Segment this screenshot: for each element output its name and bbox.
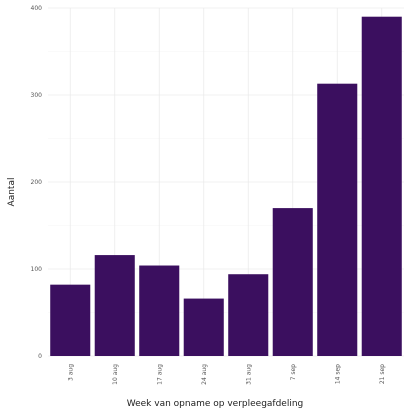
- x-tick-label: 31 aug: [245, 364, 252, 385]
- y-tick-label: 0: [38, 353, 42, 360]
- y-tick-label: 400: [31, 5, 43, 12]
- bar: [139, 265, 180, 356]
- x-axis-title: Week van opname op verpleegafdeling: [127, 399, 304, 409]
- x-tick-label: 17 aug: [156, 364, 163, 385]
- bar: [183, 298, 224, 356]
- y-tick-label: 100: [31, 266, 43, 273]
- x-tick-label: 14 sep: [334, 364, 341, 384]
- x-tick-labels: 3 aug 10 aug 17 aug 24 aug 31 aug 7 sep 14 sep…: [67, 364, 386, 385]
- x-tick-label: 7 sep: [290, 364, 297, 381]
- bar: [361, 16, 402, 356]
- y-tick-label: 300: [31, 92, 43, 99]
- y-axis-title: Aantal: [7, 178, 17, 207]
- y-tick-labels: 0 100 200 300 400: [31, 5, 43, 360]
- x-tick-label: 21 sep: [379, 364, 386, 384]
- x-tick-label: 3 aug: [67, 364, 74, 381]
- bar: [50, 284, 91, 356]
- bars: [50, 16, 402, 356]
- bar: [317, 83, 358, 356]
- x-tick-label: 10 aug: [112, 364, 119, 385]
- bar: [94, 255, 135, 356]
- bar: [228, 274, 269, 356]
- y-tick-label: 200: [31, 179, 43, 186]
- x-tick-label: 24 aug: [201, 364, 208, 385]
- bar: [272, 208, 313, 356]
